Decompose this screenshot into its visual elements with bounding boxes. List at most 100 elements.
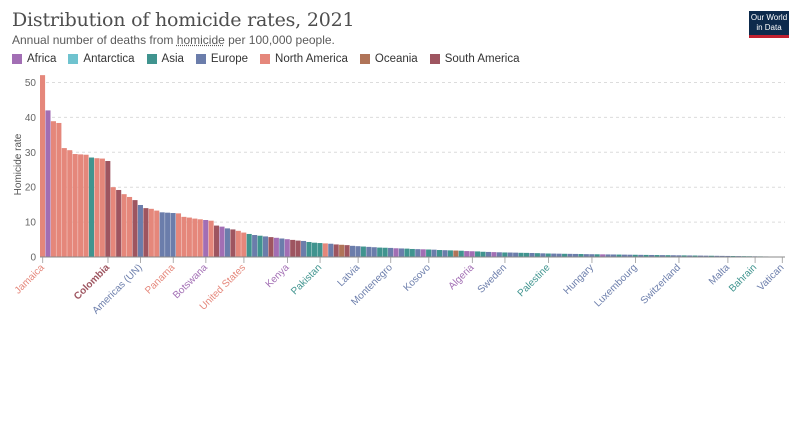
- bar[interactable]: [116, 189, 122, 257]
- bar[interactable]: [562, 253, 568, 257]
- bar[interactable]: [610, 254, 617, 257]
- bar[interactable]: [219, 226, 225, 257]
- legend-item-europe[interactable]: Europe: [195, 53, 248, 65]
- bar[interactable]: [132, 200, 138, 257]
- bar[interactable]: [659, 255, 666, 257]
- bar[interactable]: [165, 212, 171, 257]
- bar[interactable]: [409, 248, 415, 257]
- bar[interactable]: [262, 236, 269, 257]
- bar[interactable]: [545, 253, 551, 257]
- bar[interactable]: [45, 110, 51, 258]
- bar[interactable]: [214, 225, 220, 257]
- bar[interactable]: [290, 239, 296, 257]
- bar[interactable]: [567, 253, 573, 257]
- bar[interactable]: [714, 255, 720, 257]
- bar[interactable]: [110, 187, 116, 257]
- bar[interactable]: [485, 251, 491, 257]
- bar[interactable]: [121, 194, 127, 257]
- bar[interactable]: [72, 154, 78, 257]
- bar[interactable]: [203, 220, 209, 257]
- bar[interactable]: [295, 240, 301, 257]
- bar[interactable]: [589, 254, 595, 257]
- bar[interactable]: [518, 252, 524, 257]
- bar[interactable]: [154, 210, 160, 257]
- bar[interactable]: [431, 249, 437, 257]
- bar[interactable]: [311, 242, 317, 257]
- bar[interactable]: [654, 255, 660, 257]
- bar[interactable]: [398, 248, 404, 257]
- bar[interactable]: [616, 254, 622, 257]
- bar[interactable]: [186, 217, 192, 257]
- bar[interactable]: [268, 237, 274, 257]
- bar[interactable]: [458, 250, 464, 257]
- bar[interactable]: [56, 122, 62, 258]
- bar[interactable]: [534, 253, 540, 257]
- bar[interactable]: [181, 216, 187, 257]
- legend-item-oceania[interactable]: Oceania: [359, 53, 418, 65]
- bar[interactable]: [322, 243, 328, 257]
- bar[interactable]: [40, 75, 46, 257]
- bar[interactable]: [252, 235, 258, 257]
- bar[interactable]: [88, 157, 95, 257]
- bar[interactable]: [83, 154, 89, 257]
- bar[interactable]: [105, 161, 111, 257]
- bar[interactable]: [301, 240, 307, 257]
- bar[interactable]: [67, 150, 73, 257]
- bar[interactable]: [127, 196, 133, 257]
- bar[interactable]: [99, 158, 105, 257]
- bar[interactable]: [306, 241, 312, 257]
- legend-item-africa[interactable]: Africa: [12, 53, 56, 65]
- bar[interactable]: [676, 255, 682, 257]
- legend-item-antarctica[interactable]: Antarctica: [68, 53, 135, 65]
- bar[interactable]: [349, 245, 356, 257]
- bar[interactable]: [496, 252, 502, 257]
- bar[interactable]: [175, 213, 182, 257]
- bar[interactable]: [279, 238, 285, 258]
- bar[interactable]: [355, 246, 361, 257]
- owid-logo[interactable]: Our World in Data: [749, 11, 789, 38]
- bar[interactable]: [426, 249, 432, 258]
- bar[interactable]: [453, 250, 459, 257]
- bar[interactable]: [442, 250, 448, 257]
- bar[interactable]: [382, 247, 388, 257]
- bar[interactable]: [638, 254, 644, 257]
- bar[interactable]: [643, 254, 649, 257]
- bar[interactable]: [208, 220, 214, 257]
- bar[interactable]: [725, 255, 731, 257]
- bar[interactable]: [317, 243, 323, 257]
- bar[interactable]: [404, 248, 410, 257]
- bar[interactable]: [224, 228, 230, 257]
- homicide-link[interactable]: homicide: [176, 33, 225, 47]
- bar[interactable]: [502, 252, 508, 257]
- bar[interactable]: [333, 244, 339, 257]
- bar[interactable]: [447, 250, 453, 257]
- legend-item-north-america[interactable]: North America: [260, 53, 348, 65]
- bar[interactable]: [192, 218, 198, 257]
- bar[interactable]: [377, 247, 383, 257]
- legend-item-south-america[interactable]: South America: [429, 53, 520, 65]
- bar[interactable]: [627, 254, 633, 257]
- bar[interactable]: [230, 229, 236, 257]
- bar[interactable]: [600, 254, 606, 257]
- bar[interactable]: [393, 248, 399, 257]
- bar[interactable]: [491, 252, 497, 257]
- bar[interactable]: [415, 249, 421, 257]
- legend-item-asia[interactable]: Asia: [146, 53, 184, 65]
- bar[interactable]: [529, 252, 535, 257]
- bar[interactable]: [436, 250, 443, 257]
- bar[interactable]: [371, 247, 377, 257]
- bar[interactable]: [78, 154, 84, 257]
- bar[interactable]: [572, 253, 579, 257]
- bar[interactable]: [143, 208, 149, 257]
- bar[interactable]: [583, 254, 589, 257]
- bar[interactable]: [241, 232, 247, 257]
- bar[interactable]: [670, 255, 676, 257]
- bar[interactable]: [360, 246, 366, 257]
- bar[interactable]: [388, 247, 394, 257]
- bar[interactable]: [50, 121, 56, 257]
- bar[interactable]: [507, 252, 513, 257]
- bar[interactable]: [137, 204, 143, 257]
- bar[interactable]: [197, 219, 203, 257]
- bar[interactable]: [649, 254, 655, 257]
- bar[interactable]: [94, 158, 100, 257]
